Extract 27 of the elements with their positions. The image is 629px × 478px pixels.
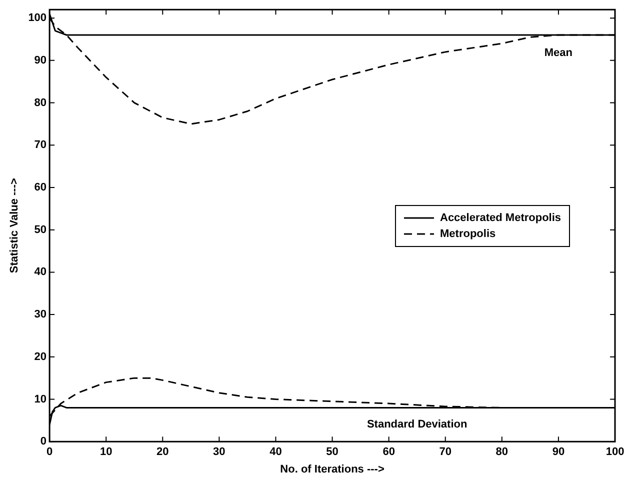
x-tick-label: 10 xyxy=(100,446,112,458)
y-tick-label: 70 xyxy=(34,139,47,152)
x-tick-label: 100 xyxy=(606,446,624,458)
x-tick-label: 80 xyxy=(496,446,508,458)
x-axis-title: No. of Iterations ---> xyxy=(280,463,384,476)
y-tick-label: 30 xyxy=(34,308,47,321)
annotation: Mean xyxy=(544,46,573,59)
y-axis-title: Statistic Value ---> xyxy=(8,178,21,274)
x-tick-label: 20 xyxy=(156,446,169,458)
annotation: Standard Deviation xyxy=(366,418,468,430)
y-tick-label: 0 xyxy=(40,436,47,448)
y-tick-label: 80 xyxy=(34,96,47,109)
x-tick-label: 30 xyxy=(213,446,226,458)
x-tick-label: 40 xyxy=(270,446,282,458)
legend-label: Accelerated Metropolis xyxy=(440,210,562,226)
y-tick-label: 10 xyxy=(34,393,47,406)
x-tick-label: 70 xyxy=(439,446,452,458)
y-tick-label: 20 xyxy=(34,350,47,363)
y-tick-label: 100 xyxy=(28,12,47,24)
y-tick-label: 60 xyxy=(34,182,47,194)
x-tick-label: 60 xyxy=(382,446,395,458)
y-tick-label: 40 xyxy=(34,266,47,278)
legend-label: Metropolis xyxy=(440,226,496,242)
x-tick-label: 90 xyxy=(552,446,565,458)
x-tick-label: 50 xyxy=(326,446,338,458)
y-tick-label: 50 xyxy=(34,224,47,236)
y-tick-label: 90 xyxy=(34,54,47,66)
